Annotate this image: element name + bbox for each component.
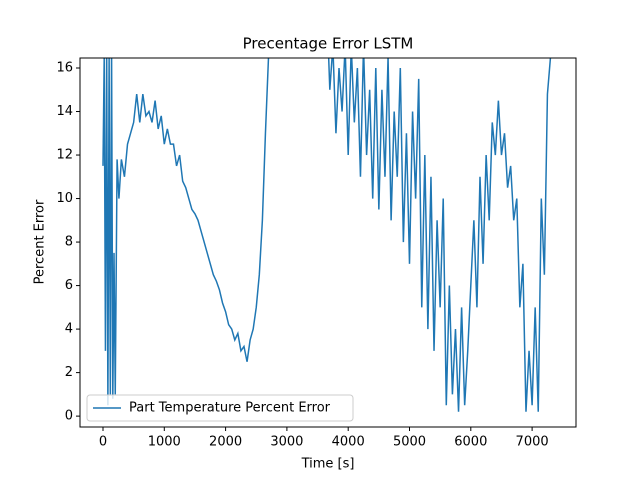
y-tick-label: 0 — [65, 409, 73, 424]
line — [102, 58, 552, 412]
x-tick-label: 1000 — [148, 435, 181, 450]
y-tick-label: 8 — [65, 235, 73, 250]
legend-box — [86, 394, 354, 422]
x-tick-label: 7000 — [516, 435, 549, 450]
x-tick-label: 5000 — [393, 435, 426, 450]
y-axis-label: Percent Error — [33, 199, 48, 284]
y-tick-label: 14 — [56, 104, 73, 119]
y-tick-label: 4 — [65, 322, 73, 337]
y-tick-label: 16 — [56, 61, 73, 76]
x-tick-label: 6000 — [454, 435, 487, 450]
x-axis-label: Time [s] — [301, 457, 355, 472]
y-tick-label: 12 — [56, 148, 73, 163]
x-tick-label: 2000 — [209, 435, 242, 450]
chart-title: Precentage Error LSTM — [243, 35, 414, 53]
y-tick-label: 2 — [65, 365, 73, 380]
axes-frame — [79, 57, 577, 428]
x-tick-label: 4000 — [332, 435, 365, 450]
legend-label: Part Temperature Percent Error — [129, 401, 331, 416]
y-tick-label: 10 — [56, 191, 73, 206]
x-tick-label: 0 — [99, 435, 107, 450]
plot-area — [102, 58, 552, 412]
y-tick-label: 6 — [65, 278, 73, 293]
x-tick-label: 3000 — [270, 435, 303, 450]
